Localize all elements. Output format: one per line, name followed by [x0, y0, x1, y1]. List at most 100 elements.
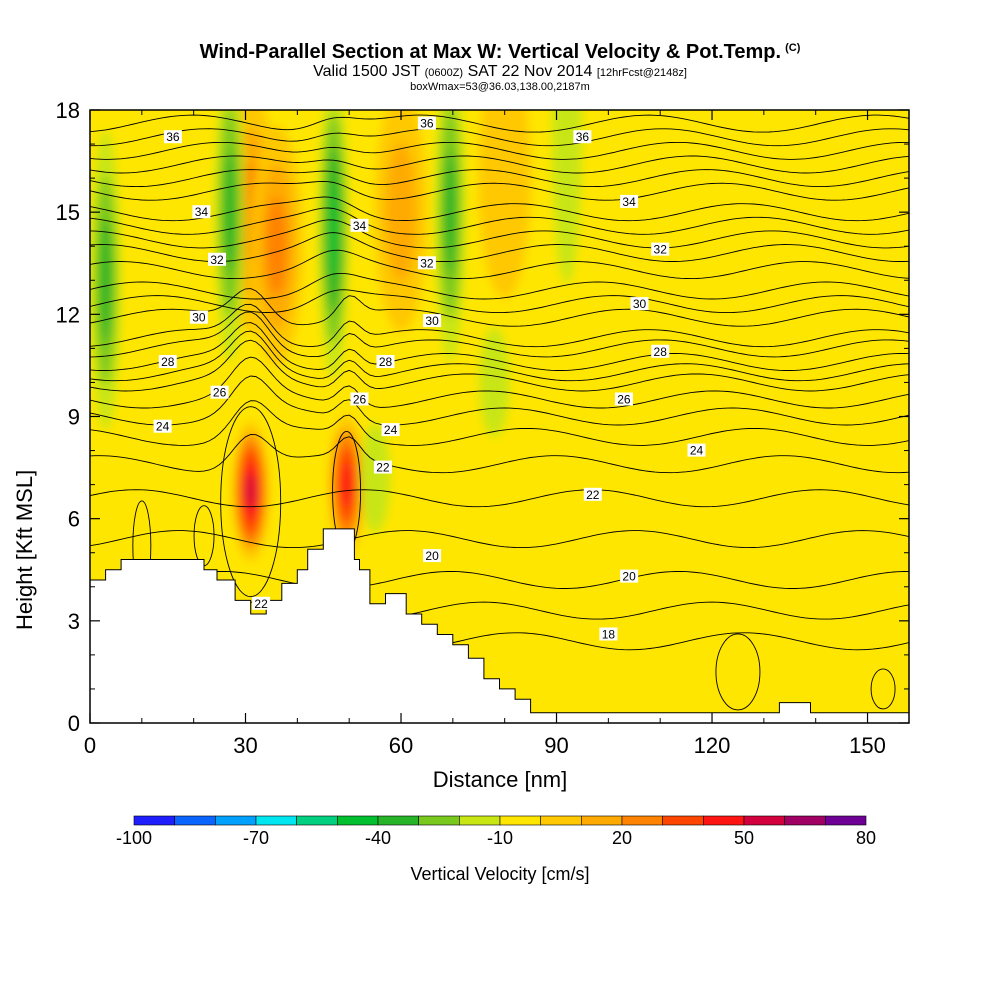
colorbar-swatch: [621, 815, 663, 826]
cell-downdraft-53nm-low-0: [360, 422, 391, 533]
contour-label: 20: [620, 569, 639, 584]
theta-contour-line: [90, 180, 909, 201]
colorbar-tick-label: -70: [243, 828, 269, 848]
x-tick-label: 30: [233, 733, 257, 758]
contour-label: 22: [583, 487, 602, 502]
contour-label-bg: [423, 314, 442, 328]
box-info: boxWmax=53@36.03,138.00,2187m: [410, 81, 590, 93]
valid-utc: (0600Z): [424, 67, 464, 79]
contour-label-bg: [376, 355, 395, 368]
colorbar-swatch: [784, 815, 826, 826]
colorbar: -100 -70 -40 -10 20 50 80: [116, 815, 876, 848]
contour-label-text: 26: [617, 393, 631, 407]
theta-contour-line: [90, 339, 909, 392]
x-tick-label: 150: [849, 733, 886, 758]
contour-label-bg: [651, 242, 670, 256]
colorbar-swatch: [499, 815, 541, 826]
colorbar-tick-label: 50: [734, 828, 754, 848]
contour-label-bg: [381, 423, 400, 437]
y-tick-label: 0: [68, 711, 80, 736]
contour-label-bg: [614, 392, 633, 406]
theta-contour-line: [90, 169, 909, 188]
theta-contour-line: [90, 375, 909, 426]
theta-contour-line: [90, 196, 909, 222]
colorbar-swatch: [215, 815, 257, 826]
theta-contour-line: [90, 272, 909, 300]
cell-downdraft-47nm-3: [328, 181, 339, 277]
theta-contour-line: [90, 114, 909, 133]
cell-downdraft-3nm-2: [99, 218, 112, 343]
contour-label-bg: [583, 487, 602, 501]
contour-label-bg: [651, 344, 670, 358]
theta-contour-line: [90, 303, 909, 348]
contour-label-bg: [687, 443, 706, 457]
contour-label: 36: [417, 116, 436, 131]
theta-contour-line: [90, 356, 909, 409]
colorbar-tick-label: -100: [116, 828, 152, 848]
cell-updraft-49nm-3: [340, 462, 353, 507]
theta-contour-line: [90, 155, 909, 174]
cell-updraft-upper-38nm-2: [265, 196, 288, 296]
contour-label-text: 28: [379, 355, 393, 369]
theta-contour-line: [90, 288, 909, 327]
contour-label: 34: [350, 218, 369, 233]
valid-date: SAT 22 Nov 2014: [467, 63, 593, 80]
contour-label: 26: [350, 392, 369, 407]
cell-downdraft-78nm-0: [479, 327, 510, 438]
contour-label: 28: [158, 355, 177, 369]
colorbar-swatch: [296, 815, 338, 826]
colorbar-tick-label: -10: [487, 828, 513, 848]
contour-label-bg: [599, 627, 618, 641]
contour-label-bg: [350, 218, 369, 232]
y-tick-label: 18: [56, 98, 80, 123]
contour-label: 24: [153, 419, 172, 434]
contour-label-bg: [158, 355, 177, 368]
contour-label-text: 30: [633, 297, 647, 311]
colorbar-tick-label: 80: [856, 828, 876, 848]
forecast-info: [12hrFcst@2148z]: [596, 67, 687, 79]
contour-label: 32: [651, 242, 670, 257]
colorbar-swatch: [377, 815, 419, 826]
closed-contour: [870, 668, 896, 710]
y-tick-label: 12: [56, 302, 80, 327]
contour-label: 24: [381, 423, 400, 437]
contour-label-text: 22: [586, 488, 600, 502]
colorbar-swatch: [540, 815, 582, 826]
colorbar-label: Vertical Velocity [cm/s]: [410, 864, 590, 884]
contour-label-bg: [423, 549, 442, 563]
contour-label-text: 30: [425, 314, 439, 328]
contour-label-text: 34: [353, 219, 367, 233]
theta-contour-line: [90, 249, 909, 280]
contour-label-text: 36: [420, 117, 434, 131]
theta-contour-line: [90, 571, 909, 589]
theta-contour-line: [90, 322, 909, 371]
chart-title: Wind-Parallel Section at Max W: Vertical…: [0, 36, 1000, 64]
cell-downdraft-90nm-top-0: [551, 110, 582, 284]
contour-label-bg: [630, 297, 649, 311]
y-tick-label: 6: [68, 507, 80, 532]
contour-label: 24: [687, 443, 706, 458]
contour-label-text: 24: [156, 420, 170, 434]
cell-downdraft-69nm-2: [444, 150, 457, 274]
contour-label: 36: [573, 130, 592, 144]
y-tick-label: 3: [68, 609, 80, 634]
contour-label-text: 26: [353, 393, 367, 407]
x-tick-label: 120: [694, 733, 731, 758]
contour-label-bg: [210, 385, 229, 399]
contour-label: 32: [417, 256, 436, 270]
contour-label: 22: [373, 460, 392, 475]
contour-label: 20: [423, 549, 442, 563]
contour-label-text: 36: [166, 130, 180, 144]
x-tick-label: 60: [389, 733, 413, 758]
contour-label: 34: [192, 205, 211, 219]
theta-contour-line: [90, 311, 909, 358]
x-tick-label: 0: [84, 733, 96, 758]
closed-contour: [715, 633, 761, 711]
theta-contour-line: [90, 489, 909, 508]
y-tick-label: 9: [68, 405, 80, 430]
contour-label-bg: [350, 392, 369, 406]
contour-label-bg: [373, 460, 392, 474]
contour-label-bg: [192, 205, 211, 219]
